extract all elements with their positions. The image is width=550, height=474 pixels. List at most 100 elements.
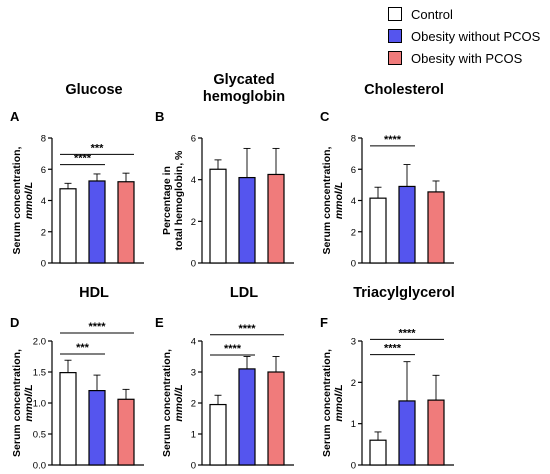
panel-title-line: Glycated	[213, 72, 274, 88]
legend-swatch-control	[388, 7, 402, 21]
bar-obesity-without-pcos	[238, 176, 256, 264]
y-tick-label: 4	[191, 337, 196, 348]
bar-control	[369, 439, 387, 466]
y-axis-label-line: Percentage in	[161, 166, 173, 235]
legend: Control Obesity without PCOS Obesity wit…	[388, 3, 540, 69]
bar-obesity-without-pcos	[398, 400, 416, 466]
legend-swatch-obesity-with-pcos	[388, 51, 402, 65]
significance-label: ****	[398, 327, 416, 339]
y-tick-label: 3	[351, 337, 356, 348]
y-tick-label: 0	[351, 259, 356, 270]
significance-label: ***	[91, 142, 105, 154]
y-tick-label: 2	[191, 399, 196, 410]
y-axis-label: Serum concentration,mmol/L	[161, 349, 185, 457]
significance-label: ****	[238, 323, 256, 335]
significance-label: ***	[76, 342, 90, 354]
y-axis-label-line: Serum concentration,	[161, 349, 173, 457]
bar-obesity-with-pcos	[267, 371, 285, 466]
y-tick-label: 2.0	[33, 337, 46, 348]
significance-label: ****	[74, 153, 92, 165]
bar-control	[369, 197, 387, 264]
y-tick-label: 4	[351, 196, 356, 207]
panel-letter: B	[155, 109, 164, 124]
bar-obesity-without-pcos	[238, 368, 256, 466]
y-axis-label-line: total hemoglobin, %	[173, 150, 185, 250]
y-tick-label: 3	[191, 368, 196, 379]
y-tick-label: 0.5	[33, 430, 46, 441]
y-tick-label: 4	[191, 175, 196, 186]
y-tick-label: 0.0	[33, 461, 46, 472]
panel-title: LDL	[230, 285, 258, 301]
panel-letter: D	[10, 315, 19, 330]
bar-obesity-with-pcos	[427, 399, 445, 466]
y-tick-label: 6	[41, 165, 46, 176]
panel-c: Cholesterol C Serum concentration,mmol/L 0 2…	[320, 82, 454, 270]
panel-e: LDL E Serum concentration,mmol/L 0 1 2 3 4 **** *…	[155, 285, 294, 472]
panel-title: Glycated hemoglobin	[203, 72, 285, 105]
y-tick-label: 2	[351, 378, 356, 389]
y-tick-label: 0	[191, 259, 196, 270]
panel-letter: A	[10, 109, 20, 124]
y-axis-label-line: Serum concentration,	[321, 349, 333, 457]
bar-control	[59, 188, 77, 264]
panel-title-line: hemoglobin	[203, 89, 285, 105]
y-axis-label-unit: mmol/L	[23, 182, 35, 219]
panel-d: HDL D Serum concentration,mmol/L 0.0 0.5 1.0 1…	[10, 285, 144, 472]
panel-letter: E	[155, 315, 164, 330]
y-axis-label: Serum concentration,mmol/L	[11, 146, 35, 254]
bar-obesity-without-pcos	[88, 390, 106, 466]
panel-letter: C	[320, 109, 330, 124]
y-axis-label-line: Serum concentration,	[11, 349, 23, 457]
y-tick-label: 0	[191, 461, 196, 472]
bar-obesity-with-pcos	[117, 398, 135, 466]
y-tick-label: 6	[191, 134, 196, 145]
y-tick-label: 1	[351, 419, 356, 430]
legend-label-obesity-without-pcos: Obesity without PCOS	[411, 28, 541, 44]
y-axis-label-unit: mmol/L	[173, 384, 185, 421]
bar-obesity-with-pcos	[427, 191, 445, 264]
bar-control	[209, 403, 227, 466]
legend-item-obesity-without-pcos: Obesity without PCOS	[388, 25, 540, 47]
y-tick-label: 2	[351, 227, 356, 238]
y-axis-label: Serum concentration,mmol/L	[11, 349, 35, 457]
y-tick-label: 4	[41, 196, 46, 207]
legend-item-obesity-with-pcos: Obesity with PCOS	[388, 47, 540, 69]
y-tick-label: 6	[351, 165, 356, 176]
y-tick-label: 8	[41, 134, 46, 145]
legend-item-control: Control	[388, 3, 540, 25]
y-axis-label-unit: mmol/L	[333, 384, 345, 421]
bar-obesity-without-pcos	[88, 180, 106, 264]
panel-title: HDL	[79, 285, 109, 301]
significance-label: ****	[88, 321, 106, 333]
panel-title: Cholesterol	[364, 82, 444, 98]
y-tick-label: 1.5	[33, 368, 46, 379]
significance-label: ****	[384, 134, 402, 146]
y-axis-label-unit: mmol/L	[23, 384, 35, 421]
y-axis-label-unit: mmol/L	[333, 182, 345, 219]
legend-label-obesity-with-pcos: Obesity with PCOS	[411, 50, 523, 66]
panel-title: Triacylglycerol	[353, 285, 455, 301]
legend-swatch-obesity-without-pcos	[388, 29, 402, 43]
y-axis-label: Serum concentration,mmol/L	[321, 146, 345, 254]
y-tick-label: 8	[351, 134, 356, 145]
significance-label: ****	[224, 343, 242, 355]
bar-obesity-with-pcos	[117, 181, 135, 264]
bar-obesity-with-pcos	[267, 173, 285, 264]
y-tick-label: 0	[41, 259, 46, 270]
panel-f: Triacylglycerol F Serum concentration,mmol…	[320, 285, 455, 472]
significance-label: ****	[384, 343, 402, 355]
y-tick-label: 1.0	[33, 399, 46, 410]
y-axis-label-line: Serum concentration,	[11, 146, 23, 254]
y-axis-label-line: Serum concentration,	[321, 146, 333, 254]
bar-control	[209, 168, 227, 264]
y-axis-label: Percentage intotal hemoglobin, %	[161, 150, 185, 250]
y-tick-label: 0	[351, 461, 356, 472]
y-tick-label: 2	[191, 217, 196, 228]
y-axis-label: Serum concentration,mmol/L	[321, 349, 345, 457]
legend-label-control: Control	[411, 6, 453, 22]
panel-title: Glucose	[65, 82, 122, 98]
bar-control	[59, 372, 77, 466]
panel-a: Glucose A Serum concentration,mmol/L 0 2 4 6 8 *…	[10, 82, 144, 270]
panel-letter: F	[320, 315, 328, 330]
